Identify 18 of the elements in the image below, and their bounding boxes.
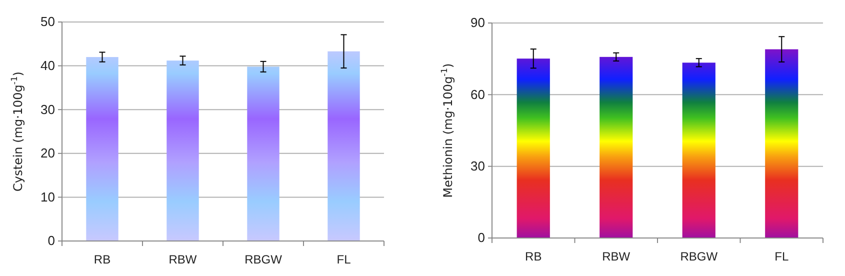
y-tick-label: 40	[40, 58, 55, 73]
y-tick-label: 0	[478, 230, 485, 246]
y-tick-label: 30	[470, 158, 485, 174]
x-tick-label: RB	[525, 250, 542, 264]
y-tick-label: 0	[48, 233, 55, 248]
x-tick-label: RBGW	[244, 252, 283, 267]
x-tick-label: RBW	[168, 252, 198, 267]
x-tick-label: FL	[336, 252, 352, 267]
y-tick-label: 10	[40, 189, 55, 204]
y-tick-label: 30	[40, 102, 55, 117]
y-tick-label: 90	[470, 15, 485, 30]
y-tick-label: 50	[40, 14, 55, 30]
x-tick-label: RBGW	[680, 250, 718, 264]
x-tick-label: RBW	[602, 250, 631, 264]
x-tick-label: RB	[94, 252, 111, 267]
y-tick-label: 60	[470, 86, 485, 102]
x-tick-label: FL	[774, 250, 789, 264]
y-tick-label: 20	[40, 146, 55, 161]
